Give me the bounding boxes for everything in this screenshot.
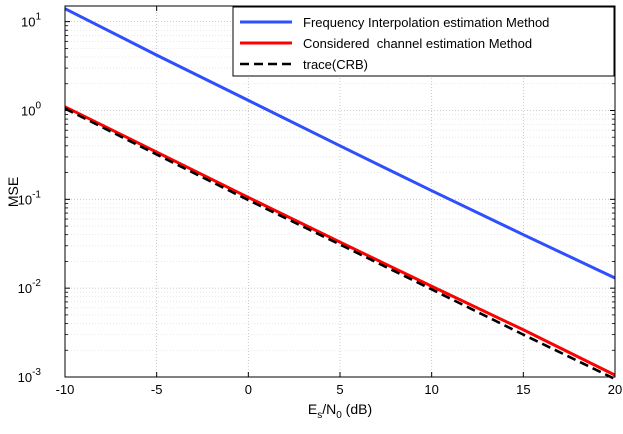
y-tick-label: 10-3 bbox=[18, 367, 42, 385]
series-line-1 bbox=[64, 7, 616, 280]
x-axis-label-sub1: s bbox=[317, 410, 322, 421]
x-tick-label: 15 bbox=[516, 382, 530, 397]
x-tick-label: -10 bbox=[56, 382, 75, 397]
y-tick-label: 101 bbox=[21, 12, 41, 30]
x-axis-ticks: -10 -5 0 5 10 15 20 bbox=[56, 6, 622, 397]
legend-label-3: trace(CRB) bbox=[303, 57, 368, 72]
x-tick-label: -5 bbox=[151, 382, 163, 397]
x-axis-label-mid: /N bbox=[322, 401, 336, 417]
legend: Frequency Interpolation estimation Metho… bbox=[232, 6, 615, 77]
x-axis-label-unit: (dB) bbox=[342, 401, 372, 417]
x-axis-label-main: E bbox=[308, 401, 317, 417]
series-line-2 bbox=[64, 105, 616, 377]
x-tick-label: 10 bbox=[424, 382, 438, 397]
x-tick-label: 20 bbox=[608, 382, 622, 397]
legend-label-1: Frequency Interpolation estimation Metho… bbox=[303, 15, 549, 30]
y-tick-label: 100 bbox=[21, 100, 41, 118]
y-tick-label: 10-1 bbox=[18, 189, 42, 207]
legend-label-2: Considered channel estimation Method bbox=[303, 36, 532, 51]
x-axis-label: Es/N0 (dB) bbox=[308, 401, 372, 421]
y-axis-label: MSE bbox=[5, 177, 21, 207]
x-axis-label-sub2: 0 bbox=[336, 410, 342, 421]
series-line-3 bbox=[64, 107, 616, 381]
x-tick-label: 0 bbox=[245, 382, 252, 397]
x-tick-label: 5 bbox=[336, 382, 343, 397]
series-layer bbox=[64, 7, 616, 381]
legend-box bbox=[232, 6, 615, 77]
y-tick-label: 10-2 bbox=[18, 278, 42, 296]
